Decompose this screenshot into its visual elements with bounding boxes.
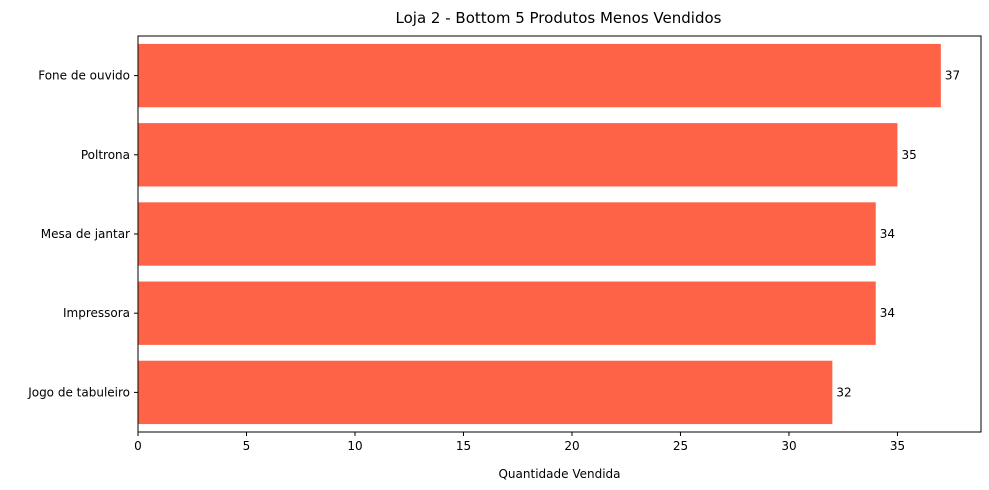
plot-frame — [137, 35, 982, 433]
y-tick-label-3: Impressora — [63, 306, 130, 320]
x-tick-label-6: 30 — [781, 439, 796, 453]
x-tick-label-3: 15 — [456, 439, 471, 453]
data-label-3: 34 — [880, 306, 895, 320]
bar-3 — [138, 281, 876, 345]
x-axis-label: Quantidade Vendida — [498, 467, 620, 481]
bar-4 — [138, 360, 833, 425]
x-axis-ticks: 0 5 10 15 20 25 30 35 — [134, 432, 905, 453]
y-tick-label-2: Mesa de jantar — [41, 227, 130, 241]
x-tick-label-2: 10 — [347, 439, 362, 453]
data-label-4: 32 — [836, 385, 851, 399]
bar-2 — [138, 202, 876, 266]
chart-title: Loja 2 - Bottom 5 Produtos Menos Vendido… — [396, 9, 722, 27]
data-label-2: 34 — [880, 227, 895, 241]
x-tick-label-5: 25 — [673, 439, 688, 453]
y-tick-label-0: Fone de ouvido — [38, 69, 130, 83]
bar-1 — [138, 123, 898, 187]
x-tick-label-1: 5 — [243, 439, 251, 453]
y-axis-ticks: Fone de ouvido Poltrona Mesa de jantar Impr… — [27, 69, 138, 399]
x-tick-label-4: 20 — [564, 439, 579, 453]
y-tick-label-4: Jogo de tabuleiro — [27, 385, 130, 399]
x-tick-label-7: 35 — [890, 439, 905, 453]
bars-group: 37 35 34 34 32 — [138, 43, 960, 425]
data-label-0: 37 — [945, 69, 960, 83]
x-tick-label-0: 0 — [134, 439, 142, 453]
bar-0 — [138, 43, 941, 108]
y-tick-label-1: Poltrona — [81, 148, 130, 162]
data-label-1: 35 — [901, 148, 916, 162]
